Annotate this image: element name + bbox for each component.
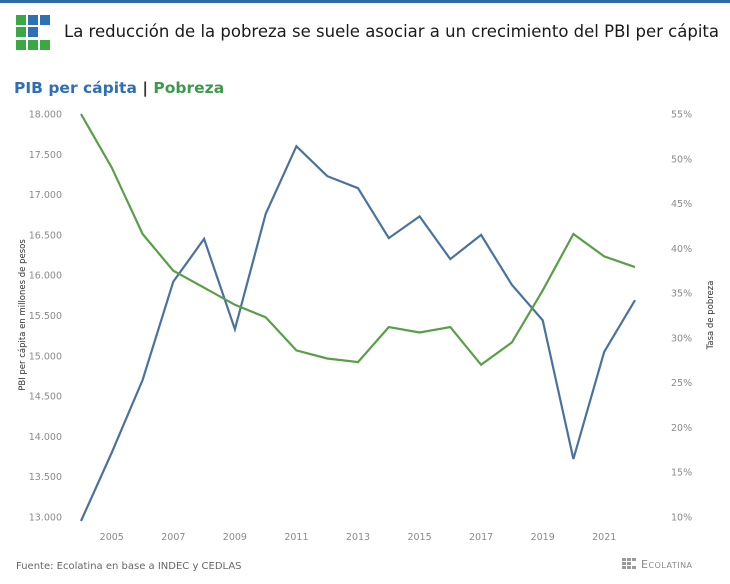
x-tick-label: 2021 (592, 532, 616, 543)
x-tick-label: 2009 (223, 532, 247, 543)
brand-grid-icon (622, 558, 636, 570)
series-legend: PIB per cápita | Pobreza (14, 79, 224, 97)
y-tick-label-right: 55% (671, 110, 692, 121)
x-axis-ticks: 2005 2007 2009 2011 2013 2015 2017 2019 2021 (100, 532, 617, 543)
x-tick-label: 2013 (346, 532, 370, 543)
chart-title: La reducción de la pobreza se suele asoc… (64, 22, 719, 41)
brand-footer: Ecolatina (622, 557, 693, 571)
y-tick-label-right: 35% (671, 289, 692, 300)
x-tick-label: 2019 (531, 532, 555, 543)
x-tick-label: 2015 (407, 532, 431, 543)
y-tick-label-right: 30% (671, 333, 692, 344)
y-tick-label-left: 13.000 (29, 513, 62, 524)
series-layer (79, 113, 636, 522)
x-tick-label: 2011 (284, 532, 308, 543)
y-tick-label-left: 15.000 (29, 351, 62, 362)
logo-square (28, 27, 38, 37)
logo-square (16, 15, 26, 25)
series-line-pib (79, 144, 636, 522)
y-axis-left-label: PBI per cápita en millones de pesos (18, 239, 28, 391)
series-line-pobreza (80, 113, 636, 367)
logo-square (16, 27, 26, 37)
y-axis-left-ticks: 18.000 17.500 17.000 16.500 16.000 15.500 15.0… (29, 110, 62, 524)
y-tick-label-right: 10% (671, 513, 692, 524)
y-tick-label-right: 50% (671, 154, 692, 165)
top-accent-bar (0, 0, 730, 3)
y-axis-right-ticks: 55% 50% 45% 40% 35% 30% 25% 20% 15% 10% (671, 110, 692, 524)
source-note: Fuente: Ecolatina en base a INDEC y CEDL… (16, 561, 242, 572)
y-tick-label-left: 15.500 (29, 311, 62, 322)
brand-name: Ecolatina (641, 557, 693, 571)
y-tick-label-right: 20% (671, 423, 692, 434)
logo-square (40, 15, 50, 25)
x-tick-label: 2017 (469, 532, 493, 543)
y-tick-label-left: 17.500 (29, 150, 62, 161)
y-axis-right-label: Tasa de pobreza (706, 281, 716, 351)
legend-pib: PIB per cápita (14, 79, 137, 97)
logo-square (40, 40, 50, 50)
y-tick-label-left: 16.000 (29, 271, 62, 282)
logo-square (28, 15, 38, 25)
y-tick-label-right: 40% (671, 244, 692, 255)
x-tick-label: 2007 (161, 532, 185, 543)
logo-square (28, 40, 38, 50)
y-tick-label-left: 16.500 (29, 230, 62, 241)
dual-axis-line-chart: 18.000 17.500 17.000 16.500 16.000 15.500 15.0… (18, 110, 716, 544)
legend-separator: | (142, 79, 148, 97)
logo-square (16, 40, 26, 50)
y-tick-label-right: 25% (671, 378, 692, 389)
y-tick-label-right: 45% (671, 199, 692, 210)
y-tick-label-right: 15% (671, 468, 692, 479)
ecolatina-logo-icon (16, 15, 54, 53)
y-tick-label-left: 14.500 (29, 392, 62, 403)
legend-pobreza: Pobreza (153, 79, 225, 97)
x-tick-label: 2005 (100, 532, 124, 543)
y-tick-label-left: 14.000 (29, 432, 62, 443)
y-tick-label-left: 18.000 (29, 110, 62, 121)
y-tick-label-left: 13.500 (29, 472, 62, 483)
y-tick-label-left: 17.000 (29, 190, 62, 201)
